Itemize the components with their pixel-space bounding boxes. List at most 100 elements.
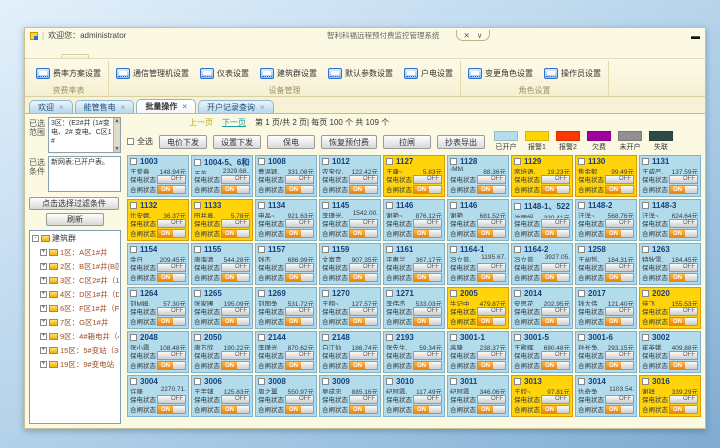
room-checkbox[interactable] xyxy=(450,334,457,341)
power-keep-toggle[interactable]: OFF xyxy=(477,174,506,184)
power-keep-toggle[interactable]: OFF xyxy=(477,306,506,316)
menu-item[interactable] xyxy=(33,55,59,58)
room-card[interactable]: 1008 曹温颖. 331.08元 保电状态 OFF 合闸状态 ON xyxy=(255,155,317,197)
switch-state-toggle[interactable]: ON xyxy=(669,228,698,238)
room-card[interactable]: 1271 李伟杰 533.03元 保电状态 OFF 合闸状态 ON xyxy=(383,287,445,329)
room-checkbox[interactable] xyxy=(578,202,585,209)
switch-state-toggle[interactable]: ON xyxy=(157,404,186,414)
switch-state-toggle[interactable]: ON xyxy=(477,228,506,238)
room-checkbox[interactable] xyxy=(130,378,137,385)
switch-state-toggle[interactable]: ON xyxy=(413,272,442,282)
switch-state-toggle[interactable]: ON xyxy=(285,316,314,326)
power-keep-toggle[interactable]: OFF xyxy=(221,218,250,228)
room-card[interactable]: 1130 焦金毅 99.49元 保电状态 OFF 合闸状态 ON xyxy=(575,155,637,197)
switch-state-toggle[interactable]: ON xyxy=(541,404,570,414)
tab-close-icon[interactable]: × xyxy=(260,102,265,112)
switch-state-toggle[interactable]: ON xyxy=(477,404,506,414)
switch-state-toggle[interactable]: ON xyxy=(221,404,250,414)
switch-state-toggle[interactable]: ON xyxy=(541,316,570,326)
room-card[interactable]: 3004 许隆 2270.71. 保电状态 OFF 合闸状态 ON xyxy=(127,375,189,417)
switch-state-toggle[interactable]: ON xyxy=(285,404,314,414)
room-checkbox[interactable] xyxy=(450,158,457,165)
switch-state-toggle[interactable]: ON xyxy=(221,360,250,370)
power-keep-toggle[interactable]: OFF xyxy=(349,262,378,272)
room-card[interactable]: 3008 周之翼 550.97元 保电状态 OFF 合闸状态 ON xyxy=(255,375,317,417)
tab-close-icon[interactable]: × xyxy=(120,102,126,112)
switch-state-toggle[interactable]: ON xyxy=(605,360,634,370)
switch-state-toggle[interactable]: ON xyxy=(157,228,186,238)
room-card[interactable]: 1004-5、6和一 王英 2329.68.. 保电状态 OFF 合闸状态 xyxy=(191,155,253,197)
ribbon-button[interactable]: 默认参数设置 xyxy=(328,67,393,79)
power-keep-toggle[interactable]: OFF xyxy=(157,350,186,360)
room-card[interactable]: 1146 谢艳~ 876.12元 保电状态 OFF 合闸状态 ON xyxy=(383,199,445,241)
room-checkbox[interactable] xyxy=(130,158,137,165)
power-keep-toggle[interactable]: OFF xyxy=(605,306,634,316)
scrollbar[interactable]: ▲ ▼ xyxy=(113,118,120,152)
room-card[interactable]: 3011 纪冠霞 346.06元 保电状态 OFF 合闸状态 ON xyxy=(447,375,509,417)
room-card[interactable]: 1133 田井真. 5.78元 保电状态 OFF 合闸状态 ON xyxy=(191,199,253,241)
room-card[interactable]: 3014 仇奇争 1103.54. 保电状态 OFF 合闸状态 ON xyxy=(575,375,637,417)
doc-tab[interactable]: 能管售电 × xyxy=(74,100,135,113)
room-card[interactable]: 1129 席培语. 19.23元 保电状态 OFF 合闸状态 ON xyxy=(511,155,573,197)
power-keep-toggle[interactable]: OFF xyxy=(349,174,378,184)
room-card[interactable]: 1264 刘M姆. 57.30元 保电状态 OFF 合闸状态 ON xyxy=(127,287,189,329)
switch-state-toggle[interactable]: ON xyxy=(541,272,570,282)
collapse-icon[interactable]: - xyxy=(32,235,39,242)
room-card[interactable]: 1161 平惠兰 367.17元 保电状态 OFF 合闸状态 ON xyxy=(383,243,445,285)
room-checkbox[interactable] xyxy=(194,246,201,253)
room-card[interactable]: 1148-1、522 沈丽娟 330.41元 保电状态 OFF 合闸状态 O xyxy=(511,199,573,241)
tree-root[interactable]: - 建筑群 xyxy=(32,233,119,244)
switch-state-toggle[interactable]: ON xyxy=(669,360,698,370)
switch-state-toggle[interactable]: ON xyxy=(605,184,634,194)
power-keep-toggle[interactable]: OFF xyxy=(605,174,634,184)
room-card[interactable]: 1265 张家圃 195.09元 保电状态 OFF 合闸状态 ON xyxy=(191,287,253,329)
power-keep-toggle[interactable]: OFF xyxy=(541,394,570,404)
switch-state-toggle[interactable]: ON xyxy=(413,404,442,414)
room-card[interactable]: 1132 比安娜. 36.37元 保电状态 OFF 合闸状态 ON xyxy=(127,199,189,241)
ribbon-button[interactable]: 费率方案设置 xyxy=(36,67,101,79)
power-keep-toggle[interactable]: OFF xyxy=(541,306,570,316)
room-checkbox[interactable] xyxy=(194,159,201,166)
switch-state-toggle[interactable]: ON xyxy=(477,272,506,282)
room-card[interactable]: 1164-1 冯立普. 1195.67. 保电状态 OFF 合闸状态 ON xyxy=(447,243,509,285)
room-card[interactable]: 3009 吴成忠 885.16元 保电状态 OFF 合闸状态 ON xyxy=(319,375,381,417)
room-card[interactable]: 2005 牛记中 479.87元 保电状态 OFF 合闸状态 ON xyxy=(447,287,509,329)
switch-state-toggle[interactable]: ON xyxy=(157,184,186,194)
switch-state-toggle[interactable]: ON xyxy=(605,316,634,326)
power-keep-toggle[interactable]: OFF xyxy=(477,218,506,228)
tab-close-icon[interactable]: × xyxy=(182,102,188,111)
room-checkbox[interactable] xyxy=(642,246,649,253)
room-checkbox[interactable] xyxy=(130,334,137,341)
room-checkbox[interactable] xyxy=(194,290,201,297)
power-keep-toggle[interactable]: OFF xyxy=(285,218,314,228)
menu-item[interactable] xyxy=(147,55,173,58)
room-checkbox[interactable] xyxy=(450,202,457,209)
batch-action-button[interactable]: 设置下发 xyxy=(213,134,261,149)
choose-filter-button[interactable]: 点击选择过滤条件 xyxy=(29,197,119,210)
room-checkbox[interactable] xyxy=(642,158,649,165)
ribbon-button[interactable]: 通信管理机设置 xyxy=(116,67,189,79)
switch-state-toggle[interactable]: ON xyxy=(605,272,634,282)
room-checkbox[interactable] xyxy=(322,202,329,209)
ribbon-button[interactable]: 建筑群设置 xyxy=(260,67,317,79)
room-card[interactable]: 2020 佳飞 155.53元 保电状态 OFF 合闸状态 ON xyxy=(639,287,701,329)
power-keep-toggle[interactable]: OFF xyxy=(285,306,314,316)
power-keep-toggle[interactable]: OFF xyxy=(221,174,250,184)
switch-state-toggle[interactable]: ON xyxy=(349,404,378,414)
room-checkbox[interactable] xyxy=(514,203,521,210)
power-keep-toggle[interactable]: OFF xyxy=(605,350,634,360)
room-checkbox[interactable] xyxy=(258,334,265,341)
expand-icon[interactable]: + xyxy=(40,347,47,354)
room-checkbox[interactable] xyxy=(578,334,585,341)
room-card[interactable]: 1157 钱杰 686.99元 保电状态 OFF 合闸状态 ON xyxy=(255,243,317,285)
switch-state-toggle[interactable]: ON xyxy=(349,272,378,282)
tree-item[interactable]: + 2区：B区1#井(B区1#... xyxy=(40,262,119,271)
switch-state-toggle[interactable]: ON xyxy=(413,228,442,238)
switch-state-toggle[interactable]: ON xyxy=(413,360,442,370)
room-checkbox[interactable] xyxy=(514,246,521,253)
room-card[interactable]: 3010 纪冠霞. 117.49元 保电状态 OFF 合闸状态 ON xyxy=(383,375,445,417)
room-checkbox[interactable] xyxy=(322,246,329,253)
power-keep-toggle[interactable]: OFF xyxy=(157,174,186,184)
power-keep-toggle[interactable]: OFF xyxy=(669,262,698,272)
tree-item[interactable]: + 9区：4#箱电井（4#箱... xyxy=(40,332,119,341)
